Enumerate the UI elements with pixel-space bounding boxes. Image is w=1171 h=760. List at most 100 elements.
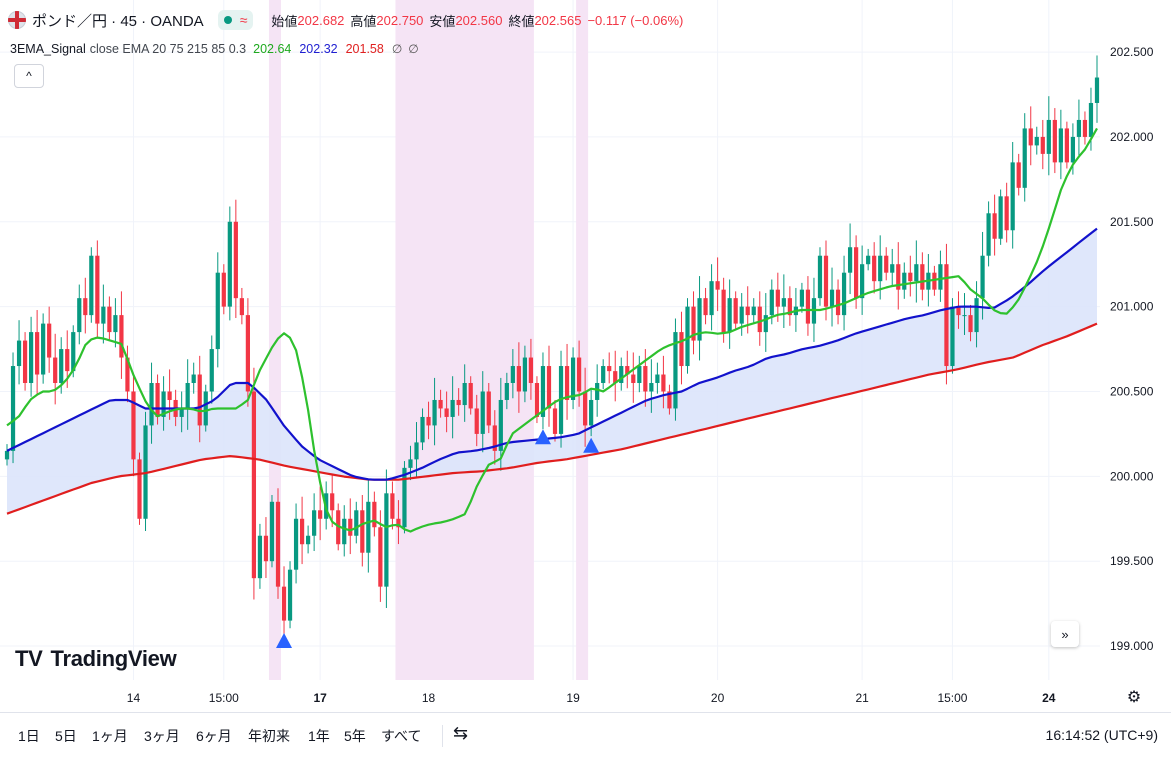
candle-body: [510, 366, 515, 384]
toolbar-divider: [442, 725, 443, 747]
candle-body: [426, 416, 431, 426]
candle-body: [149, 383, 154, 426]
price-tick-label: 202.500: [1110, 45, 1154, 59]
price-tick-label: 199.000: [1110, 639, 1154, 653]
candle-body: [1052, 119, 1057, 163]
range-6m[interactable]: 6ヶ月: [196, 728, 232, 744]
time-tick-label: 15:00: [937, 691, 967, 705]
range-all[interactable]: すべて: [381, 728, 422, 744]
candle-body: [896, 264, 901, 290]
candle-body: [697, 298, 702, 341]
candle-body: [131, 391, 136, 460]
price-tick-label: 199.500: [1110, 554, 1154, 568]
symbol-title[interactable]: ポンド／円 · 45 · OANDA: [32, 12, 204, 30]
range-3m[interactable]: 3ヶ月: [144, 728, 180, 744]
candle-body: [396, 518, 401, 528]
candle-body: [823, 255, 829, 307]
candle-body: [16, 340, 22, 367]
candle-body: [860, 264, 865, 299]
market-open-dot-icon: [223, 16, 232, 24]
candle-body: [890, 264, 895, 273]
candle-body: [866, 255, 871, 265]
tradingview-wordmark: TradingView: [50, 646, 177, 671]
indicator-params: close EMA 20 75 215 85 0.3: [89, 42, 247, 56]
change-value: −0.117 (−0.06%): [587, 12, 684, 28]
bottom-toolbar: 1日 5日 1ヶ月 3ヶ月 6ヶ月 年初来 1年 5年 すべて ⇆ 16:14:…: [0, 712, 1171, 760]
range-1y[interactable]: 1年: [308, 728, 330, 744]
candle-body: [4, 450, 10, 460]
candle-body: [10, 366, 16, 451]
price-chart[interactable]: 199.000 199.500 200.000 200.500 201.000 201.5…: [0, 0, 1171, 712]
price-tick-label: 200.000: [1110, 469, 1154, 483]
candle-body: [263, 535, 269, 562]
candle-body: [679, 332, 684, 367]
candle-body: [233, 221, 238, 299]
candle-body: [215, 272, 220, 350]
low-label: 安値: [429, 13, 456, 29]
clock-timezone[interactable]: 16:14:52 (UTC+9): [1045, 727, 1158, 743]
candle-body: [155, 383, 160, 417]
market-status-pill[interactable]: ≈: [217, 10, 254, 30]
time-axis[interactable]: 14 15:00 17 18 19 20 21 15:00 24: [127, 691, 1056, 705]
candle-body: [775, 289, 780, 307]
price-axis[interactable]: 199.000 199.500 200.000 200.500 201.000 201.5…: [1110, 45, 1154, 653]
candle-body: [372, 501, 377, 528]
range-5d[interactable]: 5日: [55, 728, 77, 744]
candle-body: [1004, 196, 1009, 231]
settings-gear-icon[interactable]: ⚙: [1126, 689, 1142, 706]
ema-fast-line: [6, 127, 1098, 533]
time-tick-label: 18: [422, 691, 436, 705]
indicator-legend[interactable]: 3EMA_Signal close EMA 20 75 215 85 0.3 2…: [10, 40, 425, 58]
candle-body: [805, 289, 811, 324]
candle-body: [974, 298, 979, 333]
open-value: 202.682: [297, 12, 345, 28]
candle-body: [486, 391, 491, 426]
candle-body: [239, 298, 244, 316]
candle-body: [552, 408, 558, 434]
candle-body: [318, 510, 323, 519]
candle-body: [829, 289, 835, 307]
candle-body: [733, 298, 738, 324]
candle-body: [787, 298, 792, 316]
ema-mid-value: 202.32: [299, 42, 338, 56]
ema-band: [7, 228, 1097, 514]
candle-body: [161, 391, 166, 417]
candle-body: [685, 306, 690, 367]
range-1m[interactable]: 1ヶ月: [92, 728, 128, 744]
candle-body: [269, 501, 275, 562]
candle-body: [1058, 128, 1063, 163]
candle-body: [589, 399, 594, 426]
compare-range-icon[interactable]: ⇆: [453, 723, 469, 743]
candle-body: [59, 349, 64, 384]
candle-body: [631, 374, 636, 384]
range-5y[interactable]: 5年: [344, 728, 366, 744]
collapse-legend-button[interactable]: ^: [14, 64, 44, 88]
candle-body: [41, 323, 46, 375]
candle-body: [1022, 128, 1027, 188]
candle-body: [962, 315, 967, 317]
tradingview-logo[interactable]: TV TradingView: [15, 646, 177, 672]
range-1d[interactable]: 1日: [18, 728, 40, 744]
candle-body: [576, 357, 582, 392]
candle-body: [992, 213, 997, 239]
candle-body: [721, 289, 726, 333]
candle-body: [330, 493, 335, 511]
price-tick-label: 200.500: [1110, 384, 1154, 398]
range-ytd[interactable]: 年初来: [248, 728, 290, 744]
candle-body: [221, 272, 226, 307]
candle-body: [908, 272, 913, 282]
candle-body: [878, 255, 883, 282]
candle-body: [625, 366, 630, 375]
time-tick-label: 17: [313, 691, 327, 705]
high-label: 高値: [350, 13, 377, 29]
scroll-to-realtime-button[interactable]: »: [1051, 621, 1079, 647]
candle-body: [1064, 128, 1069, 163]
time-tick-label: 19: [566, 691, 580, 705]
candle-body: [1070, 136, 1076, 163]
low-value: 202.560: [455, 12, 503, 28]
candle-body: [468, 383, 473, 409]
candle-body: [281, 586, 287, 621]
candle-body: [673, 332, 678, 409]
candle-body: [751, 306, 756, 316]
